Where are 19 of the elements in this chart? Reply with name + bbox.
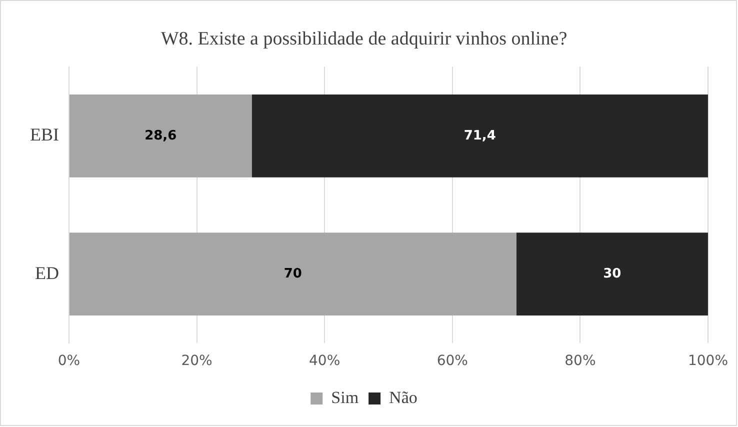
x-tick-label: 80% bbox=[564, 353, 596, 370]
x-tick-label: 60% bbox=[436, 353, 468, 370]
data-label: 30 bbox=[603, 266, 622, 282]
x-tick-label: 40% bbox=[309, 353, 340, 370]
bar bbox=[69, 94, 252, 178]
y-tick-label: ED bbox=[34, 262, 59, 283]
data-label: 71,4 bbox=[464, 128, 496, 144]
chart-title: W8. Existe a possibilidade de adquirir vinhos online? bbox=[160, 28, 568, 50]
bar bbox=[252, 94, 708, 178]
x-tick-label: 0% bbox=[58, 353, 80, 370]
y-tick-label: EBI bbox=[30, 124, 59, 145]
x-tick-label: 20% bbox=[181, 353, 212, 370]
legend-label: Sim bbox=[331, 388, 359, 407]
data-label: 70 bbox=[284, 266, 302, 282]
bar bbox=[516, 232, 708, 316]
data-label: 28,6 bbox=[144, 128, 177, 144]
x-tick-label: 100% bbox=[688, 353, 728, 370]
legend-label: Não bbox=[389, 388, 418, 407]
bar bbox=[69, 232, 516, 316]
